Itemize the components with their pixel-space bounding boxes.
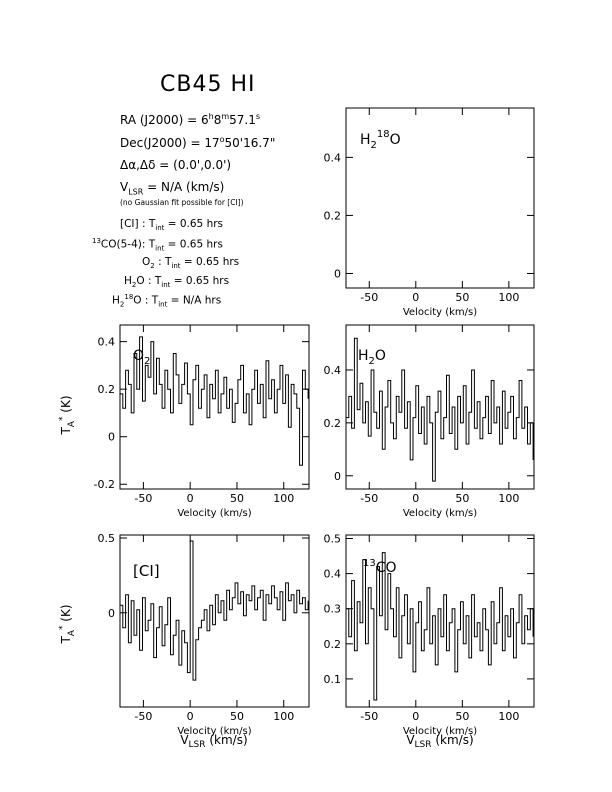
int-o2: O2 : Tint = 0.65 hrs (142, 256, 240, 271)
ci-label: [CI] (133, 562, 160, 580)
o2-panel: -50 0 50 100 -0.2 0 0.2 0.4 Velocity (km/s) (94, 324, 310, 519)
x-tick-label: 50 (455, 492, 469, 505)
o2-ylabel: TA* (K) (58, 395, 77, 435)
y-tick-label: 0 (108, 607, 115, 620)
x-tick-label: -50 (360, 291, 378, 304)
x-tick-label: 0 (187, 710, 194, 723)
x-tick-label: -50 (134, 492, 152, 505)
13co-label: 13CO (363, 558, 397, 576)
x-tick-label: -50 (360, 492, 378, 505)
y-tick-label: 0 (334, 267, 341, 280)
offset-line: Δα,Δδ = (0.0',0.0') (120, 158, 232, 172)
spectrum-line (120, 336, 309, 466)
x-tick-label: 0 (187, 492, 194, 505)
spectrum-line (120, 540, 309, 681)
x-axis-label: Velocity (km/s) (177, 726, 251, 737)
h218o-panel: -50 0 50 100 0 0.2 0.4 Velocity (km/s) (324, 107, 535, 318)
plot-frame (345, 534, 535, 708)
plot-frame (119, 324, 310, 490)
x-tick-label: 100 (273, 710, 294, 723)
h2o-label: H2O (358, 348, 386, 367)
h2o-panel: -50 0 50 100 0 0.2 0.4 Velocity (km/s) (324, 324, 535, 519)
int-13co: 13CO(5-4): Tint = 0.65 hrs (92, 237, 223, 253)
spectrum-line (346, 552, 534, 701)
dec-line: Dec(J2000) = 17o50'16.7" (120, 135, 276, 150)
vlsr-line: VLSR = N/A (km/s) (120, 180, 225, 197)
x-tick-label: 0 (412, 492, 419, 505)
y-tick-label: 0.5 (98, 532, 116, 545)
x-axis-label: Velocity (km/s) (403, 307, 477, 318)
y-tick-label: -0.2 (94, 478, 115, 491)
x-tick-label: 50 (230, 710, 244, 723)
y-tick-label: 0.4 (324, 151, 342, 164)
y-tick-label: 0.4 (324, 568, 342, 581)
x-tick-label: -50 (360, 710, 378, 723)
x-axis-label: Velocity (km/s) (403, 726, 477, 737)
x-tick-label: 50 (455, 710, 469, 723)
y-tick-label: 0.2 (324, 638, 342, 651)
x-tick-label: -50 (134, 710, 152, 723)
y-tick-label: 0 (334, 470, 341, 483)
ci-ylabel: TA* (K) (58, 604, 77, 644)
y-tick-label: 0.5 (324, 533, 342, 546)
int-h2o: H2O : Tint = 0.65 hrs (124, 275, 230, 290)
x-tick-label: 0 (412, 710, 419, 723)
y-tick-label: 0.4 (324, 364, 342, 377)
x-tick-label: 0 (412, 291, 419, 304)
h218o-label: H218O (360, 129, 401, 151)
plot-frame (345, 324, 535, 490)
x-tick-label: 100 (498, 492, 519, 505)
y-tick-label: 0.4 (98, 336, 116, 349)
y-tick-label: 0.2 (324, 417, 342, 430)
ci-panel: -50 0 50 100 0 0.5 Velocity (km/s) (98, 532, 310, 737)
x-tick-label: 100 (273, 492, 294, 505)
y-tick-label: 0 (108, 431, 115, 444)
page-title: CB45 HI (160, 72, 256, 97)
plot-frame (119, 534, 310, 708)
y-tick-label: 0.2 (324, 209, 342, 222)
o2-label: O2 (133, 348, 150, 367)
13co-panel: -50 0 50 100 0.1 0.2 0.3 0.4 0.5 Velocity (km/s) (324, 533, 535, 737)
x-tick-label: 50 (455, 291, 469, 304)
x-tick-label: 50 (230, 492, 244, 505)
x-tick-label: 100 (498, 291, 519, 304)
plot-frame (345, 107, 535, 289)
spectrum-line (346, 337, 534, 482)
x-axis-label: Velocity (km/s) (403, 508, 477, 519)
x-axis-label: Velocity (km/s) (177, 508, 251, 519)
y-tick-label: 0.1 (324, 673, 342, 686)
y-tick-label: 0.3 (324, 603, 342, 616)
ra-line: RA (J2000) = 6h8m57.1s (120, 112, 261, 127)
y-tick-label: 0.2 (98, 383, 116, 396)
int-ci: [CI] : Tint = 0.65 hrs (120, 218, 224, 233)
int-h218o: H218O : Tint = N/A hrs (112, 293, 222, 309)
x-tick-label: 100 (498, 710, 519, 723)
fit-note: (no Gaussian fit possible for [CI]) (120, 198, 244, 207)
